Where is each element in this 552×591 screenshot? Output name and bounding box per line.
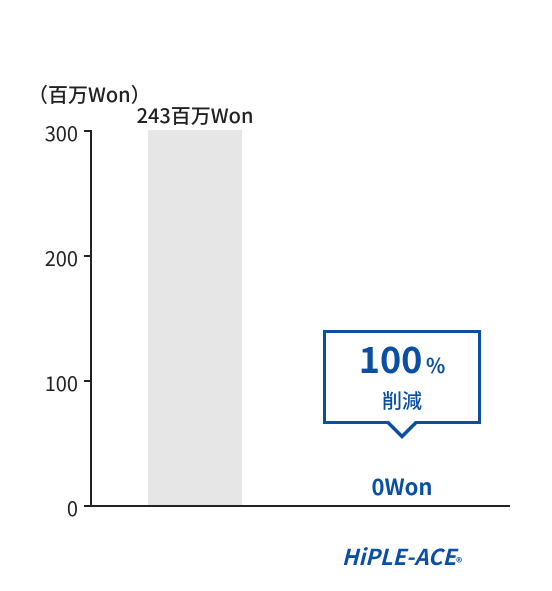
y-axis [90, 130, 92, 507]
reduction-callout: 100 % 削減 [323, 330, 481, 424]
ytick-label: 100 [42, 368, 78, 397]
ytick-mark [84, 505, 90, 507]
callout-pointer-fill [388, 420, 416, 434]
ytick-mark [84, 255, 90, 257]
ytick-label: 200 [42, 243, 78, 272]
callout-percent-sign: % [426, 350, 445, 379]
zero-won-label: 0Won [372, 470, 433, 502]
ytick-label: 0 [42, 493, 78, 522]
bar-label-baseline: 243百万Won [137, 100, 254, 129]
bar-baseline [148, 130, 242, 505]
ytick-label: 300 [42, 118, 78, 147]
callout-line1: 100 % [359, 340, 446, 379]
callout-value: 100 [359, 332, 423, 384]
ytick-mark [84, 130, 90, 132]
callout-sub-label: 削減 [382, 385, 422, 414]
chart-root: （百万Won） 0 100 200 300 243百万Won 100 % 削減 0Wo… [0, 0, 552, 591]
y-axis-unit-label: （百万Won） [28, 79, 151, 108]
x-label-hiple-ace: HiPLE-ACE® [342, 540, 462, 572]
x-axis [90, 505, 510, 507]
ytick-mark [84, 380, 90, 382]
